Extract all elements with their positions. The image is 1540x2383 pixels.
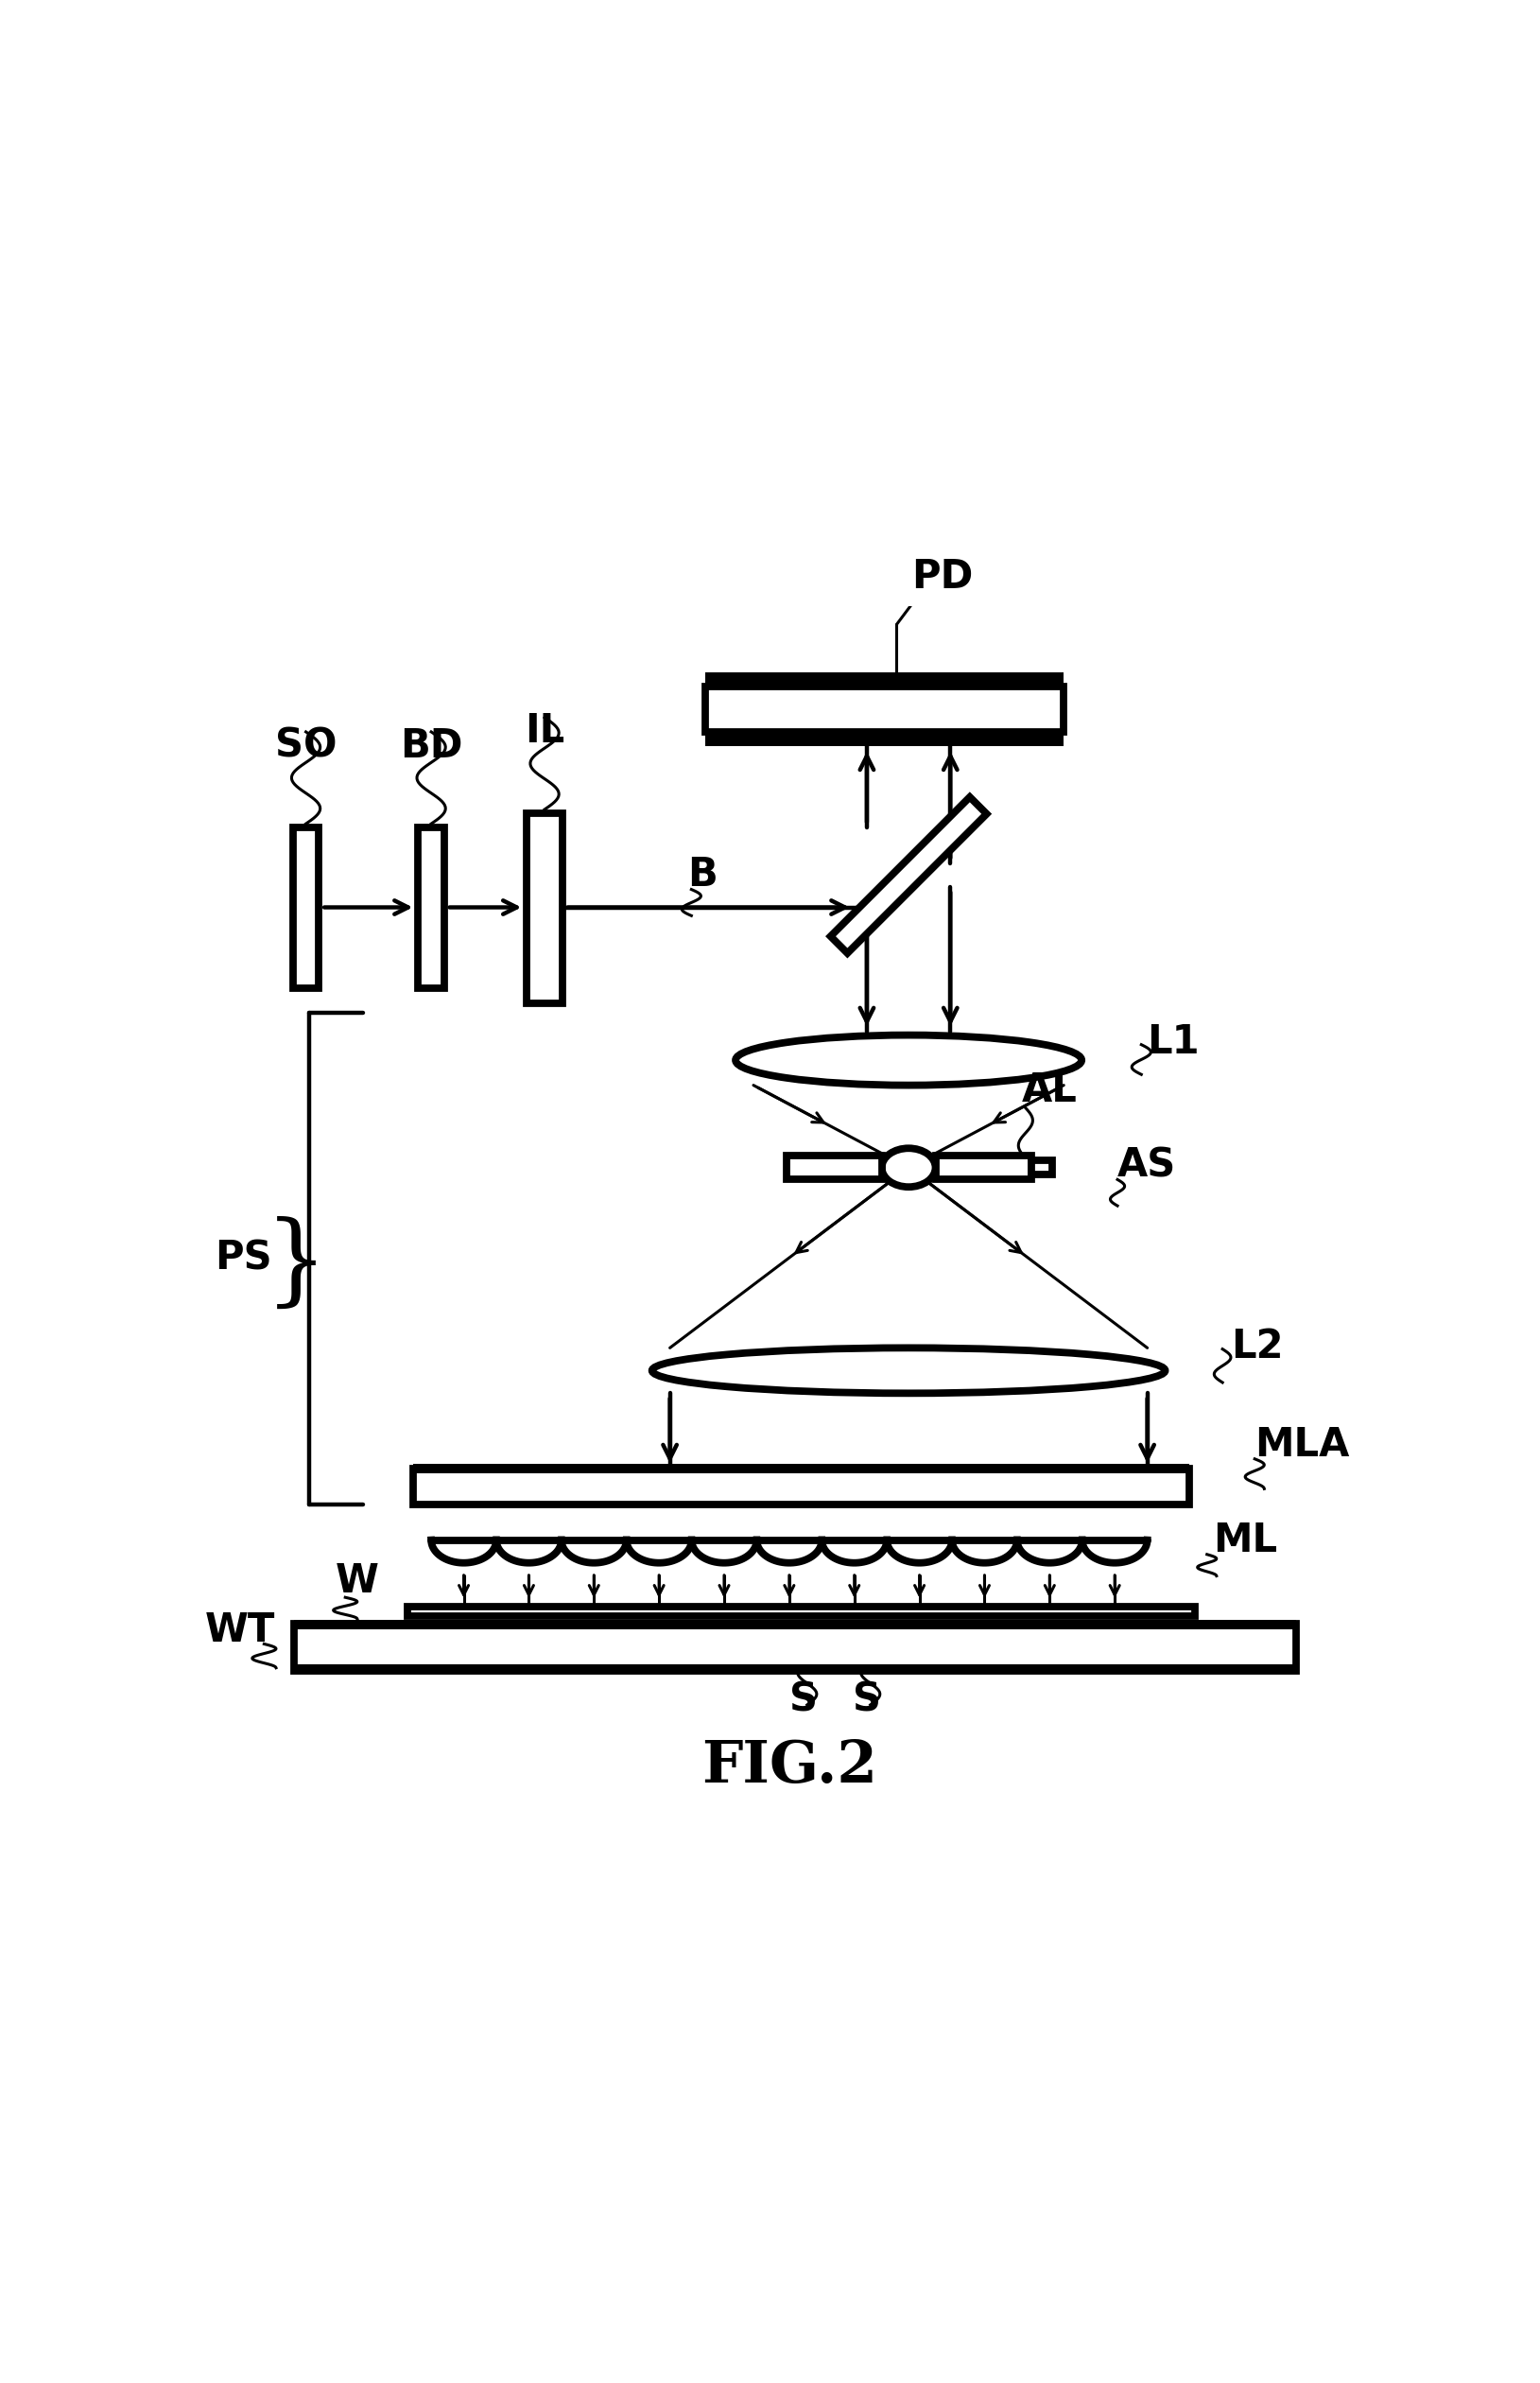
Bar (417, 827, 445, 989)
Text: ML: ML (1214, 1520, 1277, 1561)
Bar (413, 1468, 1189, 1504)
Text: SO: SO (276, 727, 337, 765)
Text: B: B (688, 855, 718, 894)
Text: S: S (853, 1680, 881, 1718)
Bar (407, 1606, 1195, 1616)
Bar (705, 672, 1064, 686)
Ellipse shape (651, 1349, 1166, 1394)
Text: FIG.2: FIG.2 (701, 1740, 878, 1794)
Bar (413, 1463, 1189, 1473)
Polygon shape (830, 796, 987, 953)
Bar (294, 1620, 1297, 1630)
Text: WT: WT (205, 1611, 276, 1649)
Text: W: W (336, 1561, 379, 1601)
Text: BD: BD (400, 727, 462, 765)
Ellipse shape (882, 1149, 935, 1187)
Ellipse shape (736, 1034, 1081, 1084)
Bar (705, 686, 1064, 732)
Text: AS: AS (1118, 1146, 1177, 1187)
Bar (935, 1156, 1030, 1180)
Bar (294, 1623, 1297, 1670)
Text: L1: L1 (1147, 1022, 1200, 1063)
Bar (293, 827, 319, 989)
Text: MLA: MLA (1255, 1425, 1349, 1466)
Bar (705, 732, 1064, 746)
Text: L2: L2 (1230, 1327, 1283, 1365)
Bar (787, 1156, 882, 1180)
Text: AL: AL (1023, 1070, 1078, 1110)
Text: PD: PD (912, 558, 973, 598)
Text: PS: PS (216, 1239, 273, 1277)
Bar (1030, 1161, 1052, 1175)
Text: {: { (240, 1211, 303, 1306)
Bar (527, 813, 562, 1003)
Bar (294, 1663, 1297, 1670)
Text: S: S (790, 1680, 818, 1718)
Text: IL: IL (525, 713, 565, 751)
